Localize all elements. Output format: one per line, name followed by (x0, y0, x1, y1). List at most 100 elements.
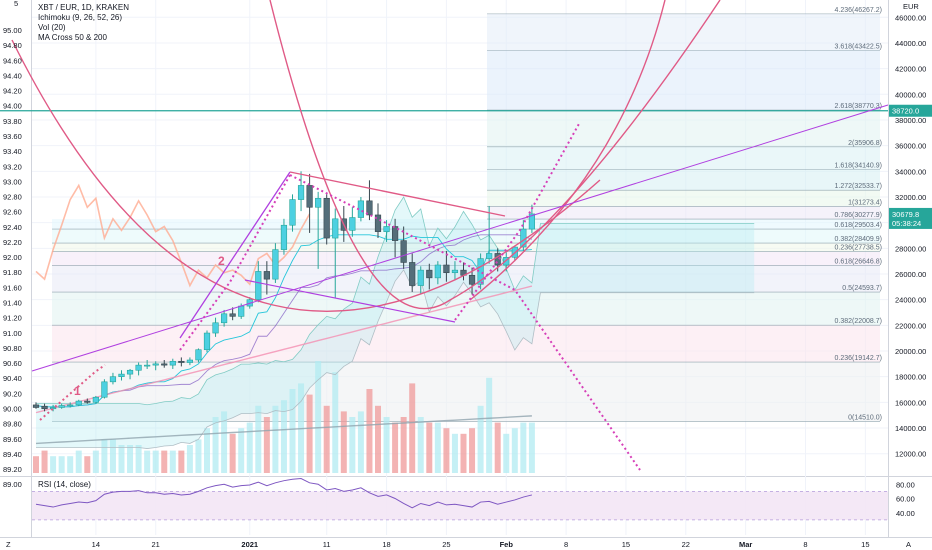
candle-body (41, 405, 48, 410)
volume-bar (272, 405, 279, 473)
price-axes[interactable]: 95.00 94.80 94.60 94.40 94.20 94.00 93.80 93.60… (3, 0, 932, 549)
candle-body (109, 376, 117, 383)
fib-zone (52, 325, 880, 363)
fib-zone (487, 146, 880, 170)
time-axis-label: 15 (622, 540, 630, 549)
trend-line-impulse (179, 171, 291, 339)
fib-zone (487, 190, 880, 207)
fib-zone (487, 169, 880, 191)
candle-body (169, 360, 176, 366)
volume-bar (469, 428, 476, 473)
left-scale-label: 89.40 (3, 450, 22, 459)
left-scale-label: 92.20 (3, 238, 22, 247)
right-scale-label: 40000.00 (895, 90, 926, 99)
left-scale-label: 93.00 (3, 177, 22, 186)
right-scale-label: 28000.00 (895, 244, 926, 253)
volume-bar (520, 422, 527, 473)
rsi-scale-label: 80.00 (896, 480, 915, 489)
left-scale-label: 90.40 (3, 374, 22, 383)
volume-bar (280, 400, 287, 473)
projection-target (454, 121, 581, 321)
fib-zone (52, 219, 880, 230)
trend-line-long (31, 104, 889, 372)
candle (332, 208, 339, 299)
fib-level-label: 2(35906.8) (848, 140, 882, 147)
candle-body (195, 349, 202, 361)
symbol-title[interactable]: XBT / EUR, 1D, KRAKEN (38, 3, 129, 12)
volume-bar (460, 433, 467, 473)
fib-level-label: 3.618(43422.5) (835, 43, 882, 50)
rsi-band (32, 491, 888, 520)
highlight-price-tag (889, 104, 932, 117)
volume-bar (118, 445, 125, 473)
candle (32, 402, 40, 409)
left-scale-label: 93.80 (3, 117, 22, 126)
candle-body (426, 269, 433, 279)
volume-bar (477, 405, 484, 473)
ma-200-line (35, 415, 532, 445)
candle (178, 357, 185, 367)
candle-body (332, 218, 339, 239)
candle-body (315, 197, 322, 208)
last-price-tag (889, 207, 932, 229)
indicator-ma-cross[interactable]: MA Cross 50 & 200 (38, 33, 107, 42)
candle-body (374, 214, 382, 232)
left-scale-label: 92.80 (3, 193, 22, 202)
right-scale-label: 24000.00 (895, 296, 926, 305)
left-scale-label: 94.20 (3, 87, 22, 96)
candle-body (126, 369, 134, 375)
volume-bar (246, 422, 253, 473)
fibonacci-extension: 4.236(46267.2) 3.618(43422.5) 2.618(38770.… (0, 7, 888, 422)
volume-bar (375, 405, 381, 473)
indicator-volume[interactable]: Vol (20) (38, 23, 66, 32)
volume-bar (204, 428, 210, 473)
indicator-ichimoku[interactable]: Ichimoku (9, 26, 52, 26) (38, 13, 123, 22)
volume-bar (161, 450, 168, 473)
right-scale-label: 14000.00 (895, 424, 926, 433)
highlight-price-text: 38720.0 (892, 107, 919, 116)
fib-zone (487, 110, 880, 147)
candle-body (349, 217, 356, 231)
volume-bar (434, 422, 441, 473)
time-axis-label: 8 (803, 540, 807, 549)
volume-bar (135, 445, 142, 473)
time-axis-label: 8 (564, 540, 568, 549)
candle (272, 243, 279, 283)
volume-bar (289, 389, 296, 473)
candle (101, 379, 108, 399)
candle (186, 357, 194, 366)
volume-bar (323, 405, 330, 473)
candle (144, 359, 151, 369)
time-axis-label: Mar (739, 540, 752, 549)
candle-body (49, 407, 57, 410)
candlesticks[interactable] (32, 171, 535, 412)
candle-body (186, 359, 194, 363)
left-scale-label: 94.60 (3, 56, 22, 65)
volume-bar (409, 383, 416, 473)
rsi-scale-label: 60.00 (896, 495, 915, 504)
arc-lower-left (11, 39, 601, 312)
volume-bar (315, 361, 322, 473)
left-axis-border (31, 0, 32, 537)
volume-bar (366, 389, 373, 473)
candle (443, 250, 450, 282)
lagging-span (35, 183, 311, 288)
candle-body (409, 262, 416, 286)
fib-zone (52, 251, 880, 266)
candle (67, 402, 74, 408)
candle (323, 194, 330, 245)
time-axis-label: 15 (861, 540, 869, 549)
fib-level-label: 0.5(24593.7) (842, 285, 882, 292)
left-scale-label: 95.00 (3, 26, 22, 35)
right-scale-label: 46000.00 (895, 13, 926, 22)
candle-body (468, 274, 476, 285)
candle (400, 226, 407, 269)
volume-bar (92, 450, 99, 473)
candle (195, 348, 202, 363)
pane-separator (0, 476, 932, 477)
time-axis-border (0, 537, 932, 538)
left-scale-label: 94.40 (3, 71, 22, 80)
candle (169, 358, 176, 369)
candle (289, 194, 296, 232)
